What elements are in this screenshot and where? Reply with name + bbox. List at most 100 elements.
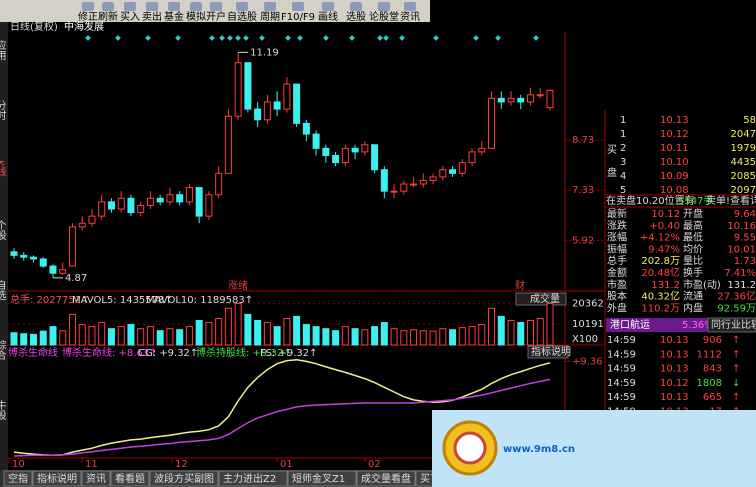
volume-bar: [283, 317, 291, 346]
tick-price: 10.13: [660, 349, 689, 360]
candle-body: [68, 226, 76, 267]
tab-label[interactable]: 空指: [8, 472, 28, 485]
tab[interactable]: [110, 470, 150, 487]
tab[interactable]: [356, 470, 416, 487]
indicator-button[interactable]: 指标说明: [531, 345, 571, 358]
sector-change[interactable]: 5.36%: [682, 320, 714, 331]
toolbar-button[interactable]: 资讯: [400, 11, 420, 23]
compare-button-bg[interactable]: [707, 317, 756, 333]
indicator-button-bg[interactable]: [527, 345, 569, 359]
toolbar-button[interactable]: 自选股: [227, 10, 257, 23]
tick-time: 14:59: [607, 378, 636, 389]
toolbar-button[interactable]: 模拟: [186, 10, 206, 23]
tab-label[interactable]: 指标说明: [37, 472, 77, 485]
toolbar-button[interactable]: 基金: [164, 10, 184, 23]
tab[interactable]: [149, 470, 219, 487]
book-price: 10.09: [660, 171, 689, 182]
toolbar-icon[interactable]: [168, 2, 180, 11]
sector-name[interactable]: 港口航运: [610, 318, 650, 331]
volume-bar: [322, 328, 330, 346]
toolbar-button[interactable]: 论股堂: [369, 10, 399, 23]
side-tab[interactable]: 牛股: [0, 399, 6, 421]
indicator-legend: 博杀持股线: +9.32↑: [196, 346, 292, 359]
toolbar-icon[interactable]: [146, 2, 158, 11]
side-tab[interactable]: 综合: [0, 339, 6, 361]
candle-body: [478, 147, 486, 153]
volume-bar: [536, 317, 544, 346]
volume-bar: [410, 329, 418, 346]
side-tab[interactable]: 个股: [0, 220, 6, 241]
indicator-legend: FS: +9.32↑: [260, 348, 318, 359]
toolbar-button[interactable]: 选股: [346, 10, 366, 23]
tab[interactable]: [287, 470, 357, 487]
toolbar-button[interactable]: 刷新: [98, 10, 118, 23]
tab[interactable]: [32, 470, 82, 487]
toolbar-button[interactable]: 画线: [318, 10, 338, 23]
tab[interactable]: [3, 470, 33, 487]
candle-body: [49, 265, 57, 274]
volume-bar: [59, 330, 67, 346]
side-tab[interactable]: 分时: [0, 100, 6, 120]
toolbar-icon[interactable]: [404, 2, 416, 11]
tab[interactable]: [81, 470, 111, 487]
toolbar-button[interactable]: 卖出: [142, 10, 162, 23]
candle-body: [117, 197, 125, 210]
volume-bar: [39, 330, 47, 346]
stock-name: 中海发展: [64, 20, 104, 33]
toolbar-button[interactable]: 开户: [206, 10, 226, 23]
tab[interactable]: [218, 470, 288, 487]
toolbar-button[interactable]: 修正: [78, 10, 98, 23]
tick-price: 10.13: [660, 392, 689, 403]
tab-label[interactable]: 主力进出Z2: [223, 472, 276, 485]
book-volume: 2047: [731, 129, 756, 140]
toolbar-icon[interactable]: [236, 2, 248, 11]
volume-bar: [517, 322, 525, 346]
candle-body: [176, 194, 184, 203]
toolbar-button[interactable]: F10/F9: [281, 12, 315, 23]
book-volume: 1979: [731, 143, 756, 154]
volume-unit: X100: [572, 334, 598, 345]
volume-button-bg[interactable]: [515, 292, 567, 306]
tab-label[interactable]: 波段方买副图: [154, 472, 214, 485]
quote-label: 均价: [683, 243, 703, 255]
toolbar-icon[interactable]: [292, 2, 304, 11]
volume-bar: [185, 326, 193, 346]
toolbar-icon[interactable]: [210, 2, 222, 11]
toolbar-button[interactable]: 买入: [120, 11, 140, 23]
toolbar-icon[interactable]: [102, 2, 114, 11]
toolbar-icon[interactable]: [190, 2, 202, 11]
compare-button[interactable]: 同行业比较: [711, 318, 756, 331]
sector-bar[interactable]: [606, 318, 708, 332]
quote-label: 振幅: [607, 242, 627, 255]
candle-body: [429, 176, 437, 181]
quote-value: 131.2: [651, 280, 680, 291]
price-tick-label: 5.92: [572, 235, 594, 246]
candle-body: [507, 97, 515, 103]
candle-body: [263, 101, 271, 121]
volume-bar: [507, 320, 515, 346]
toolbar-icon[interactable]: [82, 2, 94, 11]
tab-label[interactable]: 短师金叉Z1: [292, 472, 345, 485]
toolbar-icon[interactable]: [124, 2, 136, 11]
toolbar-icon[interactable]: [350, 2, 362, 11]
side-tab[interactable]: K线: [0, 160, 6, 177]
max-label: 11.19: [250, 47, 279, 58]
toolbar-button[interactable]: 周期: [260, 11, 280, 23]
volume-button[interactable]: 成交量: [530, 292, 560, 305]
toolbar-icon[interactable]: [322, 2, 334, 11]
side-tab[interactable]: 应用: [0, 39, 6, 61]
quote-label: 金额: [607, 266, 627, 279]
quote-label: 市盈: [607, 278, 627, 291]
candle-body: [88, 215, 96, 224]
candle-body: [39, 258, 47, 267]
tab-label[interactable]: 资讯: [86, 473, 106, 485]
toolbar-icon[interactable]: [264, 2, 276, 11]
volume-bar: [312, 326, 320, 346]
tab-label[interactable]: 成交量看盘: [361, 472, 411, 485]
tab-label[interactable]: 看看题: [115, 472, 145, 485]
indicator-tick-label: +9.36: [572, 356, 603, 367]
toolbar-icon[interactable]: [378, 2, 390, 11]
side-tab[interactable]: 自选: [0, 279, 6, 301]
notice[interactable]: 查看详情: [730, 194, 756, 207]
candle-body: [59, 269, 67, 274]
